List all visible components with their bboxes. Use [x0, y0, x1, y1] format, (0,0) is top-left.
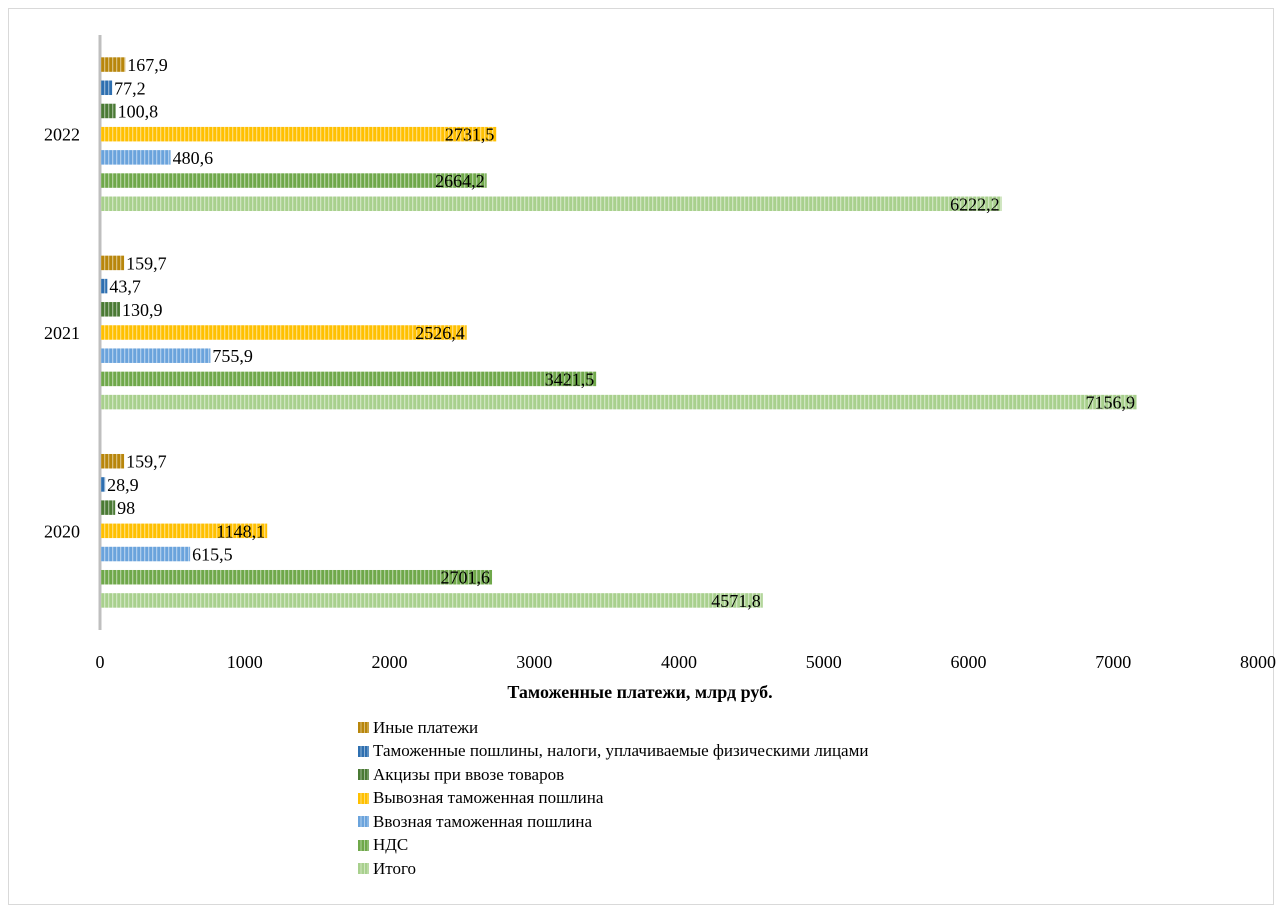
bar-2020-1 [101, 477, 106, 492]
x-tick-5000: 5000 [806, 652, 842, 672]
bar-label-2021-4: 755,9 [212, 346, 253, 366]
bar-2020-4 [101, 546, 191, 562]
bar-label-2022-1: 77,2 [114, 78, 146, 98]
bar-2021-6 [101, 394, 1137, 410]
bar-label-2022-0: 167,9 [127, 55, 168, 75]
bar-label-2022-5: 2664,2 [435, 171, 485, 191]
bar-label-2021-1: 43,7 [109, 277, 141, 297]
bar-label-2021-6: 7156,9 [1085, 393, 1135, 413]
y-tick-2020: 2020 [44, 521, 80, 541]
bar-label-2021-3: 2526,4 [415, 323, 465, 343]
legend-swatch-2 [358, 769, 369, 781]
legend-item-3: Вывозная таможенная пошлина [358, 787, 868, 811]
bar-2021-2 [101, 302, 120, 317]
chart-frame [8, 8, 1274, 905]
bar-2022-3 [101, 126, 497, 142]
legend-item-2: Акцизы при ввозе товаров [358, 763, 868, 787]
bar-2022-4 [101, 150, 171, 165]
bar-label-2022-3: 2731,5 [445, 125, 495, 145]
legend-item-5: НДС [358, 834, 868, 858]
legend-swatch-0 [358, 722, 369, 734]
legend-swatch-5 [358, 839, 369, 851]
bar-2020-2 [101, 500, 116, 515]
legend-item-1: Таможенные пошлины, налоги, уплачиваемые… [358, 740, 868, 764]
x-tick-6000: 6000 [951, 652, 987, 672]
x-tick-4000: 4000 [661, 652, 697, 672]
bar-label-2022-4: 480,6 [173, 148, 214, 168]
legend-label-0: Иные платежи [373, 717, 479, 737]
bar-label-2020-5: 2701,6 [441, 568, 491, 588]
bar-label-2022-6: 6222,2 [950, 194, 1000, 214]
legend-swatch-4 [358, 816, 369, 828]
x-tick-labels: 0 1000 2000 3000 4000 5000 6000 7000 8000 [96, 652, 1277, 672]
legend: Иные платежи Таможенные пошлины, налоги, … [358, 716, 868, 881]
x-tick-2000: 2000 [372, 652, 408, 672]
y-tick-2022: 2022 [44, 125, 80, 145]
bar-label-2021-0: 159,7 [126, 253, 167, 273]
bar-2020-5 [101, 569, 493, 585]
bar-label-2020-6: 4571,8 [711, 591, 761, 611]
bars-group [101, 57, 1137, 608]
bar-label-2022-2: 100,8 [118, 101, 158, 121]
bar-labels-group: 159,7 28,9 98 1148,1 615,5 2701,6 4571,8 159,7 4… [107, 55, 1135, 611]
x-tick-3000: 3000 [516, 652, 552, 672]
bar-2021-4 [101, 348, 211, 363]
bar-label-2021-5: 3421,5 [545, 369, 595, 389]
legend-label-1: Таможенные пошлины, налоги, уплачиваемые… [373, 741, 869, 761]
legend-label-3: Вывозная таможенная пошлина [373, 788, 604, 808]
bar-2021-3 [101, 325, 467, 340]
bar-label-2020-2: 98 [117, 498, 135, 518]
legend-item-0: Иные платежи [358, 716, 868, 740]
legend-label-6: Итого [373, 858, 417, 878]
bar-2021-1 [101, 278, 108, 294]
bar-label-2021-2: 130,9 [122, 300, 163, 320]
legend-swatch-3 [358, 792, 369, 804]
bar-2022-5 [101, 173, 487, 188]
legend-label-4: Ввозная таможенная пошлина [373, 811, 592, 831]
bar-label-2020-3: 1148,1 [216, 521, 265, 541]
legend-label-5: НДС [373, 835, 409, 855]
bar-2022-1 [101, 80, 113, 96]
legend-swatch-6 [358, 863, 369, 875]
bar-2020-6 [101, 593, 763, 608]
bar-2022-0 [101, 57, 126, 72]
bar-2021-0 [101, 255, 125, 271]
legend-item-6: Итого [358, 857, 868, 881]
legend-swatch-1 [358, 745, 369, 757]
bar-2022-2 [101, 103, 116, 119]
x-tick-1000: 1000 [227, 652, 263, 672]
bar-label-2020-0: 159,7 [126, 452, 167, 472]
x-tick-7000: 7000 [1095, 652, 1131, 672]
bar-2021-5 [101, 371, 597, 387]
bar-label-2020-1: 28,9 [107, 475, 139, 495]
y-tick-labels: 2020 2021 2022 [44, 125, 80, 542]
bar-label-2020-4: 615,5 [192, 545, 233, 565]
bar-2020-3 [101, 523, 268, 539]
legend-label-2: Акцизы при ввозе товаров [373, 764, 565, 784]
y-tick-2021: 2021 [44, 323, 80, 343]
x-axis-label: Таможенные платежи, млрд руб. [507, 682, 772, 702]
x-tick-8000: 8000 [1240, 652, 1276, 672]
bar-2020-0 [101, 453, 125, 469]
legend-item-4: Ввозная таможенная пошлина [358, 810, 868, 834]
bar-2022-6 [101, 196, 1002, 212]
x-tick-0: 0 [96, 652, 105, 672]
